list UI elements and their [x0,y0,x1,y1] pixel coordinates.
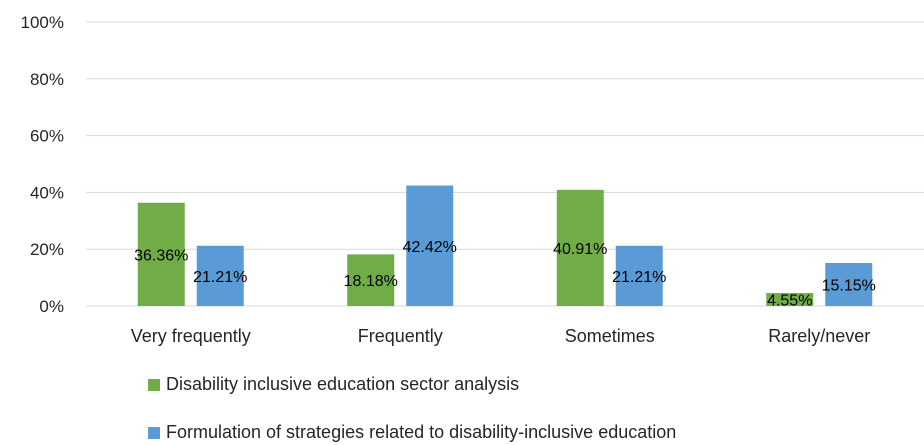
y-tick-label: 100% [21,13,64,32]
data-label: 21.21% [612,269,666,286]
data-labels: 36.36% 21.21% 18.18% 42.42% 40.91% 21.21% 4.55… [134,239,876,310]
data-label: 15.15% [822,277,876,294]
bar [615,245,663,306]
data-label: 4.55% [767,293,812,310]
x-category-label: Rarely/never [768,326,870,346]
bars [137,185,873,306]
y-axis-tick-labels: 0% 20% 40% 60% 80% 100% [21,13,64,316]
y-tick-label: 80% [30,70,64,89]
x-category-label: Sometimes [565,326,655,346]
x-category-label: Frequently [358,326,443,346]
bar [347,254,395,306]
data-label: 42.42% [403,239,457,256]
bar [825,262,873,306]
legend-item-strategies: Formulation of strategies related to dis… [148,422,676,443]
legend-label-sector-analysis: Disability inclusive education sector an… [166,374,520,394]
data-label: 18.18% [344,273,398,290]
bar [766,293,814,306]
y-tick-label: 20% [30,240,64,259]
legend-swatch-green [148,378,160,391]
legend-item-sector-analysis: Disability inclusive education sector an… [148,374,519,395]
data-label: 36.36% [134,247,188,264]
legend-label-strategies: Formulation of strategies related to dis… [166,422,677,442]
bar [196,245,244,306]
data-label: 21.21% [193,269,247,286]
bar [406,185,454,306]
bar [137,202,185,306]
y-tick-label: 40% [30,183,64,202]
y-tick-label: 60% [30,127,64,146]
x-category-label: Very frequently [131,326,251,346]
data-label: 40.91% [553,241,607,258]
y-tick-label: 0% [39,297,64,316]
legend-swatch-blue [148,426,160,439]
bar [556,189,604,306]
x-axis-category-labels: Very frequently Frequently Sometimes Rarely… [131,326,871,346]
